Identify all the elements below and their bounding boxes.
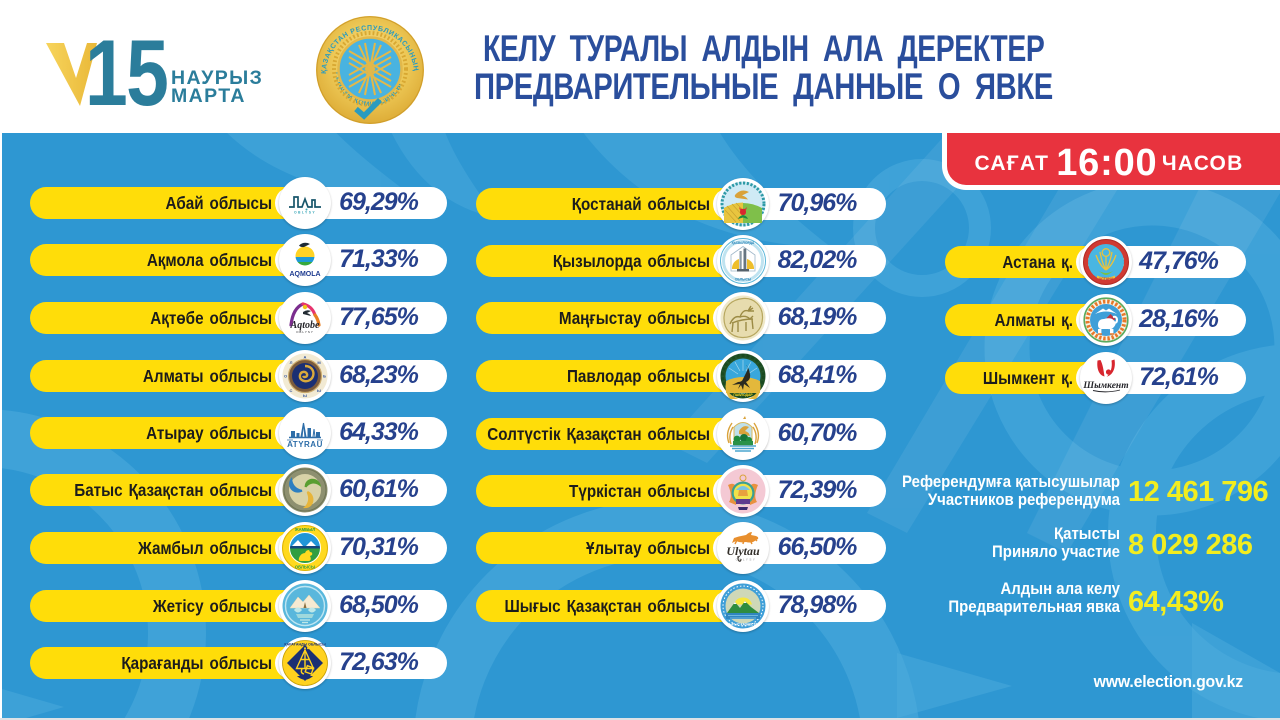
svg-text:Ы: Ы [303,393,307,398]
svg-text:ШЫҒЫС ҚАЗАҚСТАН: ШЫҒЫС ҚАЗАҚСТАН [726,623,760,627]
svg-text:ATYRAU: ATYRAU [287,440,323,449]
svg-text:Aqtobe: Aqtobe [290,320,320,331]
svg-text:Ulytau: Ulytau [726,544,760,558]
svg-text:М: М [317,360,321,365]
svg-text:Ы: Ы [317,388,321,393]
svg-text:OBLYSY: OBLYSY [736,558,757,562]
svg-text:АСТАНА: АСТАНА [1099,277,1114,281]
svg-text:С: С [290,388,293,393]
svg-text:О: О [284,374,287,379]
svg-text:ҚЫЗЫЛОРДА: ҚЫЗЫЛОРДА [732,241,755,245]
svg-text:ЖАМБЫЛ: ЖАМБЫЛ [294,527,315,532]
svg-text:OBLYSY: OBLYSY [296,330,314,334]
svg-text:ОБЛЫСЫ: ОБЛЫСЫ [735,278,752,282]
svg-text:ПАВЛОДАР: ПАВЛОДАР [733,393,753,397]
svg-text:А: А [304,355,307,360]
svg-text:Б: Б [323,374,326,379]
svg-text:Шымкент: Шымкент [1083,381,1129,391]
svg-text:ҚАРАҒАНДЫ ОБЛЫСЫ: ҚАРАҒАНДЫ ОБЛЫСЫ [284,643,326,647]
svg-text:AQMOLA: AQMOLA [289,271,320,278]
svg-text:Л: Л [290,360,293,365]
svg-text:OBLYSY: OBLYSY [294,211,316,215]
svg-text:ОБЛЫСЫ: ОБЛЫСЫ [295,565,315,570]
